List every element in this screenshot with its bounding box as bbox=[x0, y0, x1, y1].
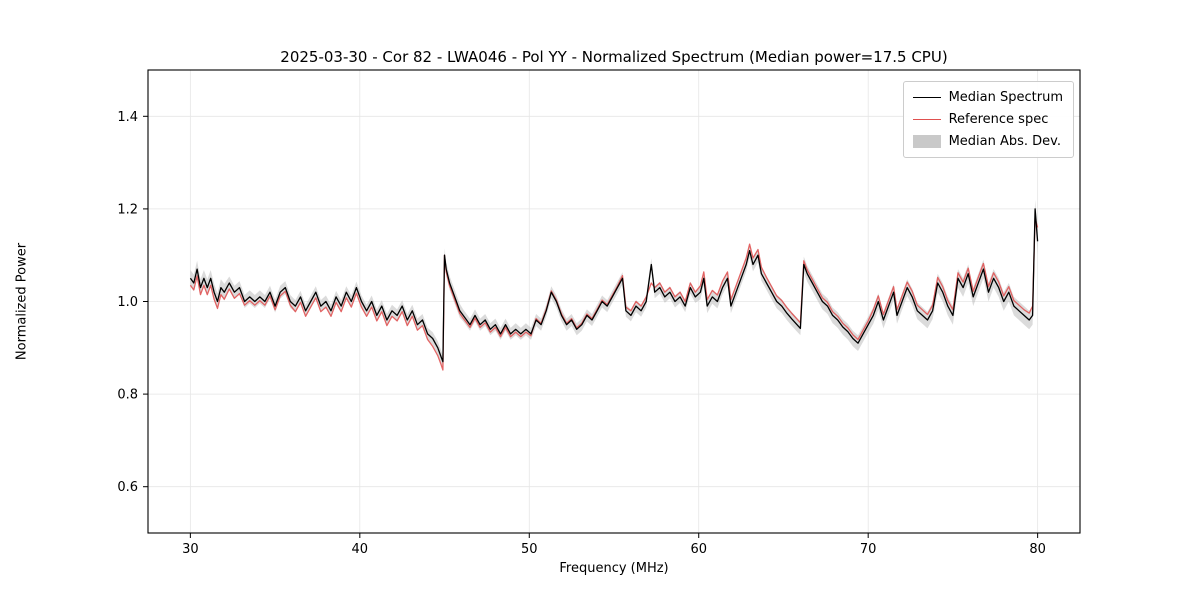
mad-band bbox=[190, 199, 1038, 369]
x-tick-label: 60 bbox=[690, 542, 707, 557]
x-tick-label: 50 bbox=[521, 542, 538, 557]
x-tick-label: 70 bbox=[860, 542, 877, 557]
median-spectrum-line bbox=[189, 208, 1039, 363]
legend-label: Median Spectrum bbox=[948, 90, 1063, 105]
mad-patch-swatch bbox=[912, 135, 941, 148]
x-axis-label: Frequency (MHz) bbox=[559, 561, 669, 576]
median-line-swatch bbox=[912, 97, 941, 98]
y-tick-label: 1.4 bbox=[117, 110, 138, 125]
reference-line-swatch bbox=[912, 119, 941, 120]
legend-label: Median Abs. Dev. bbox=[948, 134, 1062, 149]
legend-item-reference-spec: Reference spec bbox=[912, 111, 1063, 128]
reference-spec-line bbox=[189, 217, 1039, 371]
x-tick-label: 30 bbox=[182, 542, 199, 557]
x-tick-label: 80 bbox=[1029, 542, 1046, 557]
y-tick-label: 1.0 bbox=[117, 295, 138, 310]
x-tick-label: 40 bbox=[352, 542, 369, 557]
y-axis-label: Normalized Power bbox=[14, 242, 30, 361]
legend-item-median-spectrum: Median Spectrum bbox=[912, 89, 1063, 106]
legend-item-median-abs-dev: Median Abs. Dev. bbox=[912, 133, 1063, 150]
y-tick-label: 0.8 bbox=[117, 388, 138, 403]
chart-title: 2025-03-30 - Cor 82 - LWA046 - Pol YY - … bbox=[280, 48, 948, 66]
legend: Median Spectrum Reference spec Median Ab… bbox=[902, 81, 1074, 158]
legend-label: Reference spec bbox=[948, 112, 1049, 127]
y-tick-label: 0.6 bbox=[117, 480, 138, 495]
y-tick-label: 1.2 bbox=[117, 202, 138, 217]
